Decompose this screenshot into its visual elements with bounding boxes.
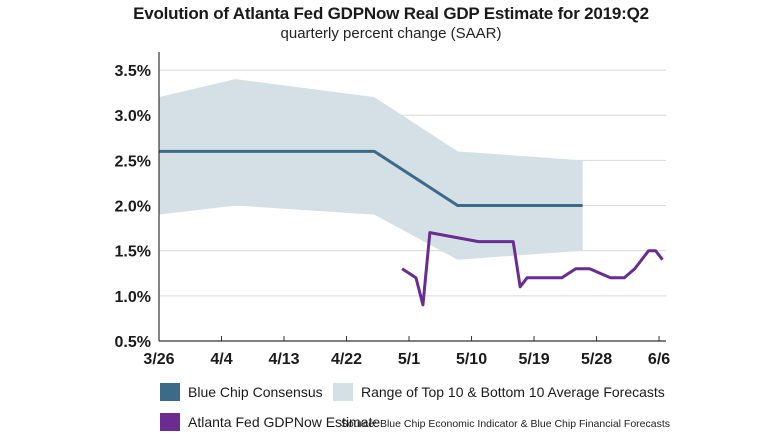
chart-subtitle: quarterly percent change (SAAR) (280, 25, 502, 42)
chart-title: Evolution of Atlanta Fed GDPNow Real GDP… (133, 4, 649, 23)
x-tick-label: 4/4 (210, 351, 232, 368)
source-note: Source: Blue Chip Economic Indicator & B… (340, 418, 670, 430)
axis-layer: 0.5% 1.0% 1.5% 2.0% 2.5% 3.0% 3.5% 3/26 4/4 4/13 4… (115, 52, 670, 368)
legend-label-consensus: Blue Chip Consensus (188, 384, 323, 400)
y-tick-label: 1.0% (115, 289, 151, 306)
x-tick-label: 5/28 (581, 351, 612, 368)
x-tick-label: 3/26 (143, 351, 174, 368)
line-layer (159, 149, 664, 307)
legend-swatch-range (333, 383, 353, 401)
y-tick-label: 3.5% (115, 63, 151, 80)
y-tick-label: 2.5% (115, 153, 151, 170)
legend-label-range: Range of Top 10 & Bottom 10 Average Fore… (361, 384, 665, 400)
legend-label-gdpnow: Atlanta Fed GDPNow Estimate (188, 414, 381, 430)
legend-item-range: Range of Top 10 & Bottom 10 Average Fore… (333, 383, 665, 401)
gdpnow-line (401, 231, 664, 307)
x-tick-label: 5/1 (398, 351, 420, 368)
y-tick-label: 3.0% (115, 108, 151, 125)
forecast-range-band (159, 79, 583, 260)
consensus-line (159, 149, 583, 208)
band-layer (159, 79, 583, 260)
legend-item-consensus: Blue Chip Consensus (160, 383, 323, 401)
y-tick-label: 2.0% (115, 199, 151, 216)
x-tick-label: 6/6 (648, 351, 670, 368)
x-tick-label: 5/19 (518, 351, 549, 368)
x-tick-label: 4/22 (331, 351, 362, 368)
x-tick-label: 4/13 (268, 351, 299, 368)
y-tick-label: 1.5% (115, 244, 151, 261)
legend-swatch-gdpnow (160, 413, 180, 431)
y-tick-label: 0.5% (115, 334, 151, 351)
legend-swatch-consensus (160, 383, 180, 401)
x-tick-label: 5/10 (456, 351, 487, 368)
legend-item-gdpnow: Atlanta Fed GDPNow Estimate (160, 413, 380, 431)
